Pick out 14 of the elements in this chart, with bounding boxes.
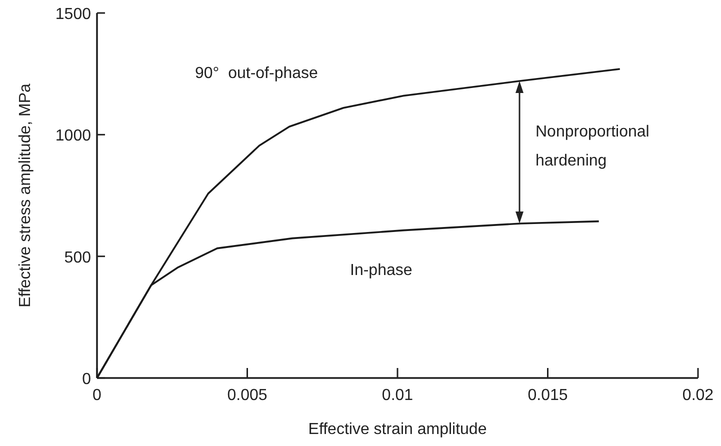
x-tick-label: 0.01: [382, 387, 414, 404]
x-tick-label: 0: [92, 387, 102, 404]
y-tick-label: 0: [82, 371, 92, 388]
y-tick-label: 1000: [55, 128, 92, 145]
y-tick-label: 1500: [55, 6, 92, 23]
x-tick-label: 0.015: [528, 387, 568, 404]
x-tick-label: 0.02: [682, 387, 714, 404]
y-tick-label: 500: [64, 249, 92, 266]
series-label: In-phase: [350, 262, 412, 279]
y-axis-title: Effective stress amplitude, MPa: [17, 84, 34, 308]
x-axis-title: Effective strain amplitude: [308, 421, 487, 438]
x-tick-label: 0.005: [227, 387, 268, 404]
annotation: Nonproportional hardening: [536, 123, 650, 170]
text: 90° out-of-phase: [195, 65, 318, 82]
